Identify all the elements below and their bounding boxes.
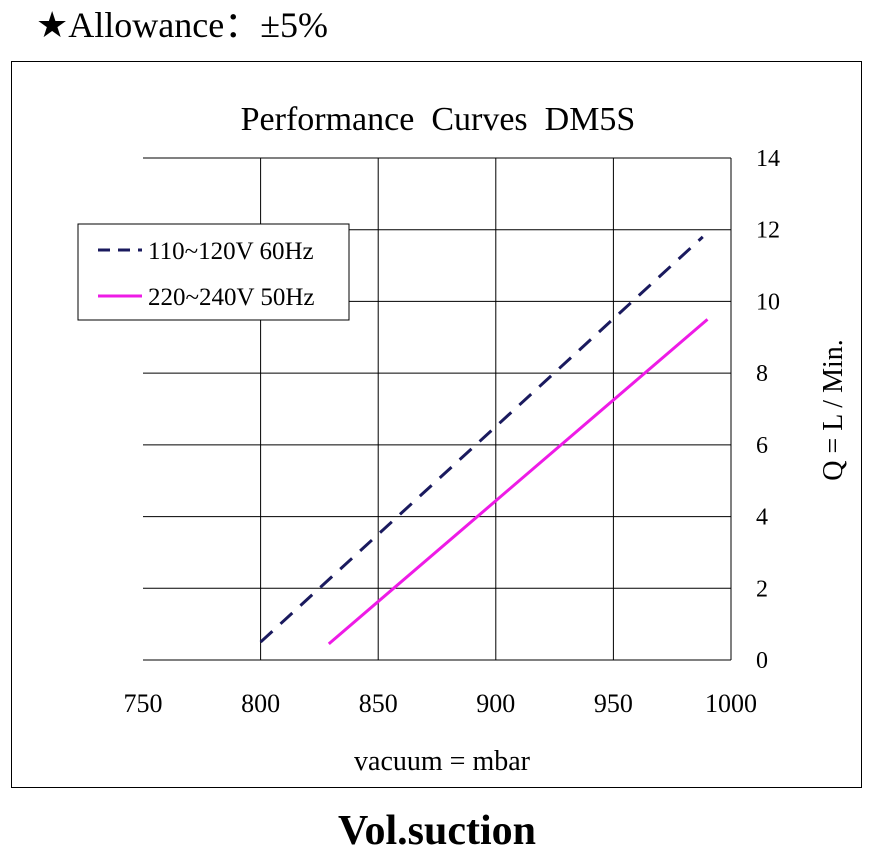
- y-tick-label: 6: [756, 433, 768, 459]
- y-tick-label: 10: [756, 289, 780, 315]
- grid: [143, 157, 732, 661]
- legend-label-dashed: 110~120V 60Hz: [148, 238, 314, 265]
- series-lines: [259, 235, 709, 646]
- legend-box: [77, 223, 350, 321]
- y-tick-label: 12: [756, 218, 780, 244]
- y-tick-label: 14: [756, 146, 780, 172]
- chart-frame: [11, 61, 862, 788]
- x-tick-label: 750: [124, 689, 163, 718]
- legend: 110~120V 60Hz 220~240V 50Hz: [77, 223, 350, 321]
- series-line-0: [259, 235, 704, 644]
- y-tick-label: 4: [756, 505, 768, 531]
- legend-label-solid: 220~240V 50Hz: [148, 284, 315, 311]
- chart-title: Performance Curves DM5S: [241, 101, 636, 138]
- x-tick-label: 850: [359, 689, 398, 718]
- series-line-1: [327, 318, 709, 646]
- x-tick-label: 950: [594, 689, 633, 718]
- figure-caption: Vol.suction: [337, 808, 536, 854]
- tick-labels: 750 800 850 900 950 1000 0 2 4 6 8 10 12 14: [124, 146, 781, 718]
- x-tick-label: 800: [241, 689, 280, 718]
- allowance-note: ★Allowance：±5%: [36, 5, 328, 45]
- y-tick-label: 8: [756, 361, 768, 387]
- y-axis-label: Q = L / Min.: [818, 339, 849, 481]
- x-axis-label: vacuum = mbar: [354, 746, 531, 777]
- x-tick-label: 1000: [705, 689, 757, 718]
- y-tick-label: 2: [756, 576, 768, 602]
- y-tick-label: 0: [756, 648, 768, 674]
- x-tick-label: 900: [476, 689, 515, 718]
